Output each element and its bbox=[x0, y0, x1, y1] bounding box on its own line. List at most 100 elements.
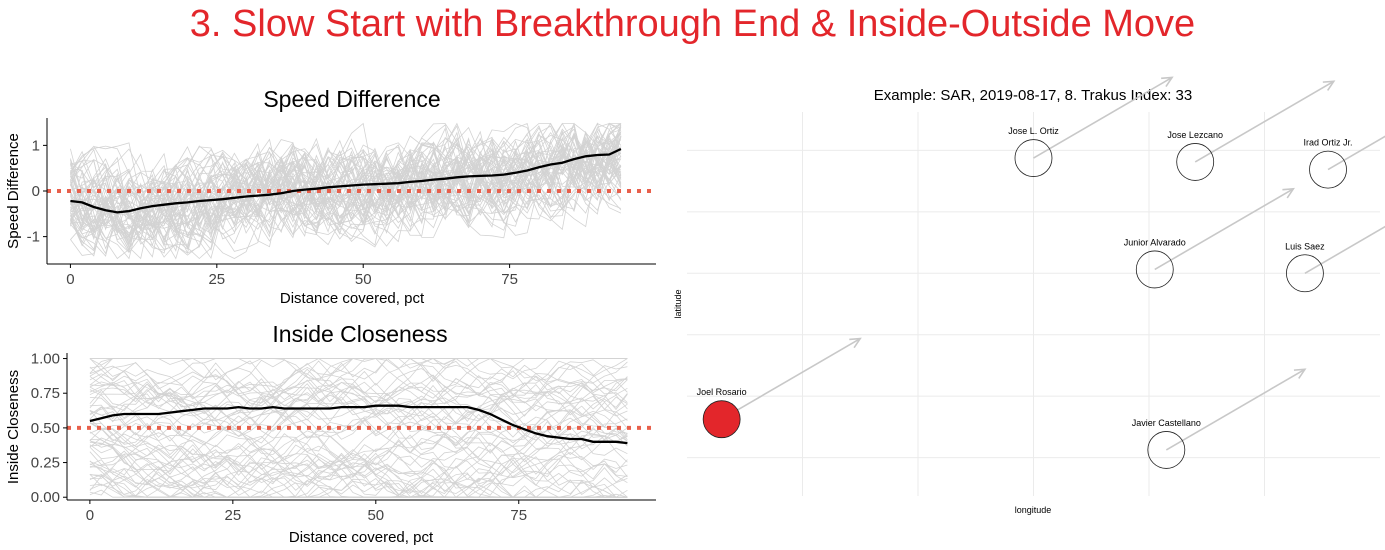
sd-background-line bbox=[70, 137, 622, 240]
speed-chart-title: Speed Difference bbox=[263, 86, 440, 112]
ic-background-line bbox=[89, 381, 628, 456]
sd-background-line bbox=[70, 135, 622, 244]
page-title: 3. Slow Start with Breakthrough End & In… bbox=[189, 3, 1196, 45]
sd-background-line bbox=[70, 123, 622, 256]
race-horse-marker bbox=[1014, 139, 1053, 177]
race-horse-label: Luis Saez bbox=[1285, 241, 1325, 251]
race-horse-marker bbox=[702, 400, 741, 439]
ic-background-line bbox=[89, 389, 628, 498]
sd-background-line bbox=[70, 122, 622, 241]
ic-background-line bbox=[89, 358, 628, 497]
closeness-mean-line bbox=[89, 404, 628, 445]
race-direction-arrow bbox=[1033, 76, 1173, 159]
ic-y-tick-label: 0.50 bbox=[31, 420, 60, 437]
race-points: Jose L. Ortiz Jose Lezcano Irad Ortiz Jr. J… bbox=[697, 126, 1353, 469]
ic-background-line bbox=[89, 358, 628, 374]
ic-background-line bbox=[89, 358, 628, 438]
race-horse-label: Javier Castellano bbox=[1132, 418, 1201, 428]
race-horse-marker bbox=[1147, 431, 1186, 469]
ic-background-line bbox=[89, 439, 628, 489]
race-direction-arrow bbox=[1165, 368, 1306, 451]
race-horse-marker bbox=[1176, 143, 1215, 181]
closeness-y-axis-label: Inside Closeness bbox=[5, 370, 22, 484]
sd-y-tick-label: 0 bbox=[32, 183, 40, 200]
sd-x-tick-label: 25 bbox=[208, 271, 225, 288]
race-example-panel: Example: SAR, 2019-08-17, 8. Trakus Inde… bbox=[673, 76, 1385, 515]
ic-background-line bbox=[89, 358, 628, 414]
race-horse-label: Jose L. Ortiz bbox=[1008, 126, 1059, 136]
ic-x-tick-label: 25 bbox=[224, 507, 241, 524]
race-horse-marker bbox=[1135, 250, 1174, 289]
sd-background-line bbox=[70, 129, 622, 248]
closeness-chart-title: Inside Closeness bbox=[272, 321, 447, 347]
race-horse-label: Irad Ortiz Jr. bbox=[1304, 138, 1353, 148]
race-arrow-head bbox=[849, 337, 862, 349]
ic-x-tick-label: 75 bbox=[510, 507, 527, 524]
ic-background-line bbox=[89, 358, 628, 442]
closeness-axis-ticks: 0 25 50 75 0.00 0.25 0.50 0.75 1.00 bbox=[31, 351, 527, 524]
ic-background-line bbox=[89, 427, 628, 498]
ic-background-line bbox=[89, 452, 628, 495]
ic-x-tick-label: 0 bbox=[86, 507, 94, 524]
speed-x-axis-label: Distance covered, pct bbox=[280, 290, 425, 307]
speed-mean-line bbox=[70, 147, 622, 214]
ic-background-line bbox=[89, 409, 628, 466]
sd-background-line bbox=[70, 134, 622, 257]
race-horse-label: Joel Rosario bbox=[697, 387, 747, 397]
ic-y-tick-label: 0.75 bbox=[31, 385, 60, 402]
race-direction-arrow bbox=[721, 337, 861, 420]
ic-x-tick-label: 50 bbox=[367, 507, 384, 524]
ic-y-tick-label: 1.00 bbox=[31, 351, 60, 368]
ic-background-line bbox=[89, 378, 628, 435]
race-arrow-head bbox=[1282, 187, 1295, 199]
sd-background-line bbox=[70, 136, 622, 236]
race-horse-label: Jose Lezcano bbox=[1167, 130, 1223, 140]
ic-y-tick-label: 0.25 bbox=[31, 455, 60, 472]
ic-background-line bbox=[89, 376, 628, 447]
ic-background-line bbox=[89, 360, 628, 455]
race-direction-arrow bbox=[1304, 225, 1385, 274]
race-chart-title: Example: SAR, 2019-08-17, 8. Trakus Inde… bbox=[874, 87, 1193, 104]
race-y-axis-label: latitude bbox=[673, 289, 683, 318]
race-x-axis-label: longitude bbox=[1015, 505, 1052, 515]
sd-background-line bbox=[70, 127, 622, 246]
ic-background-line bbox=[89, 434, 628, 498]
sd-background-line bbox=[70, 130, 622, 254]
sd-background-line bbox=[70, 123, 622, 254]
speed-background-lines bbox=[70, 122, 622, 260]
race-direction-arrow bbox=[1194, 80, 1335, 163]
race-grid bbox=[687, 112, 1380, 496]
ic-background-line bbox=[89, 447, 628, 498]
sd-x-tick-label: 0 bbox=[66, 271, 74, 288]
sd-x-tick-label: 75 bbox=[501, 271, 518, 288]
ic-background-line bbox=[89, 358, 628, 415]
race-arrow-head bbox=[1322, 80, 1336, 91]
ic-background-line bbox=[89, 373, 628, 498]
sd-background-line bbox=[70, 142, 622, 260]
inside-closeness-panel: Inside Closeness 0 25 50 75 0.00 0.25 0.50 0.75… bbox=[5, 321, 656, 546]
ic-background-line bbox=[89, 358, 628, 408]
ic-background-line bbox=[89, 358, 628, 485]
race-horse-label: Junior Alvarado bbox=[1124, 237, 1186, 247]
ic-background-line bbox=[89, 362, 628, 437]
race-arrow-head bbox=[1161, 76, 1174, 88]
ic-background-line bbox=[89, 358, 628, 478]
race-direction-arrow bbox=[1154, 188, 1294, 271]
ic-background-line bbox=[89, 391, 628, 498]
race-direction-arrow bbox=[1327, 135, 1385, 171]
race-horse-marker bbox=[1286, 254, 1324, 293]
sd-x-tick-label: 50 bbox=[355, 271, 372, 288]
closeness-x-axis-label: Distance covered, pct bbox=[289, 529, 434, 546]
race-horse-marker bbox=[1309, 150, 1347, 189]
sd-y-tick-label: 1 bbox=[32, 137, 40, 154]
sd-y-tick-label: -1 bbox=[27, 229, 40, 246]
sd-background-line bbox=[70, 127, 622, 232]
ic-background-line bbox=[89, 358, 628, 411]
race-arrows bbox=[721, 76, 1385, 451]
sd-background-line bbox=[70, 134, 622, 221]
speed-axis-ticks: 0 25 50 75 -1 0 1 bbox=[27, 137, 518, 288]
ic-background-line bbox=[89, 366, 628, 447]
race-arrow-head bbox=[1293, 368, 1307, 379]
speed-difference-panel: Speed Difference 0 25 50 75 -1 0 1 Distance co… bbox=[5, 86, 656, 307]
speed-y-axis-label: Speed Difference bbox=[5, 133, 22, 249]
